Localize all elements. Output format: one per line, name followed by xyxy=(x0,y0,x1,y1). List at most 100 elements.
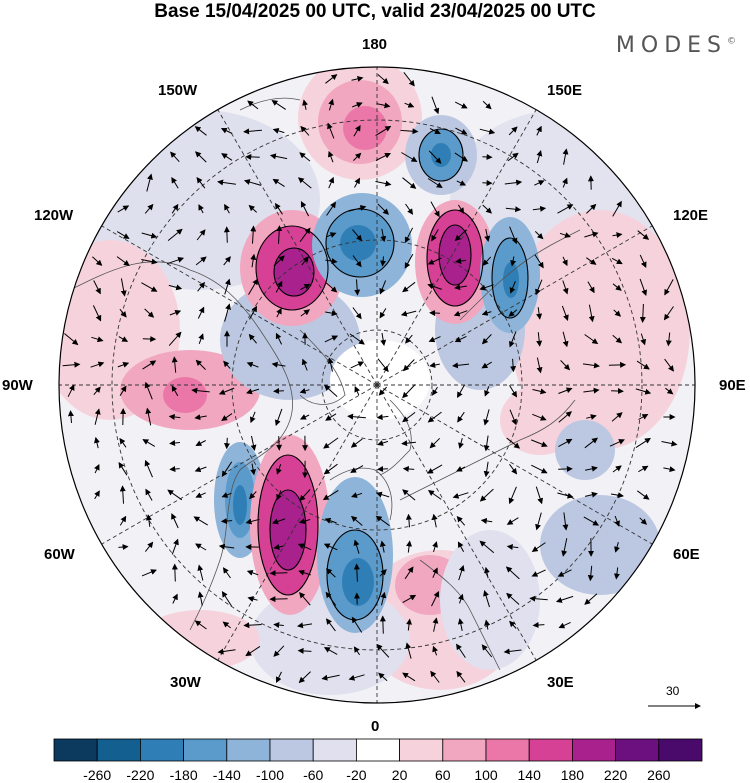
colorbar-tick-label: 140 xyxy=(518,767,542,783)
wind-vector xyxy=(639,254,647,269)
colorbar-tick-label: 20 xyxy=(392,767,408,783)
wind-vector xyxy=(325,258,338,265)
wind-vector xyxy=(275,280,283,293)
wind-vector xyxy=(483,566,490,579)
wind-vector xyxy=(402,672,416,682)
wind-vector xyxy=(274,202,283,215)
wind-vector xyxy=(532,205,547,212)
wind-vector xyxy=(427,411,442,423)
wind-vector xyxy=(405,642,412,659)
wind-vector xyxy=(145,541,154,552)
wind-vector xyxy=(299,489,311,502)
colorbar-swatch xyxy=(399,738,444,762)
wind-vector xyxy=(401,152,418,163)
wind-vector xyxy=(324,335,339,343)
wind-vector xyxy=(352,102,363,108)
wind-vector xyxy=(402,281,416,293)
wind-vector xyxy=(534,231,544,240)
wind-vector xyxy=(479,488,494,502)
wind-vector xyxy=(269,153,288,160)
wind-vector xyxy=(298,671,311,684)
wind-vector xyxy=(274,408,283,427)
wind-vector xyxy=(92,305,102,322)
wind-vector xyxy=(562,280,569,295)
colorbar-tick-label: -140 xyxy=(213,767,241,783)
wind-vector xyxy=(614,515,620,527)
wind-vector xyxy=(635,388,652,395)
wind-vector xyxy=(562,256,568,267)
wind-vector xyxy=(635,437,651,449)
wind-vector xyxy=(562,512,569,531)
wind-vector xyxy=(221,461,233,478)
wind-vector xyxy=(94,408,101,425)
wind-vector xyxy=(297,177,312,189)
wind-vector xyxy=(327,122,335,139)
wind-vector xyxy=(300,414,310,420)
wind-vector xyxy=(272,127,285,134)
wind-vector xyxy=(561,538,568,557)
wind-vector xyxy=(299,592,311,606)
wind-vectors xyxy=(62,71,678,684)
wind-vector xyxy=(119,485,126,504)
wind-vector xyxy=(350,438,363,448)
colorbar-swatch xyxy=(269,738,314,762)
wind-vector xyxy=(406,540,413,553)
wind-vector xyxy=(250,225,257,244)
colorbar-tick-label: 180 xyxy=(561,767,585,783)
wind-vector xyxy=(144,203,154,214)
wind-vector xyxy=(248,278,259,295)
wind-vector xyxy=(584,231,599,238)
wind-vector xyxy=(584,437,598,449)
wind-vector xyxy=(171,203,179,214)
wind-vector xyxy=(171,513,179,529)
wind-vector xyxy=(454,101,468,109)
wind-vector xyxy=(349,333,365,345)
wind-vector xyxy=(531,569,546,577)
wind-vector xyxy=(587,281,595,294)
wind-vector xyxy=(221,492,232,498)
wind-vector xyxy=(250,463,257,476)
wind-vector xyxy=(323,437,339,449)
wind-vector xyxy=(348,205,367,212)
wind-vector xyxy=(353,646,361,656)
wind-vector xyxy=(510,256,517,267)
wind-vector xyxy=(350,465,364,473)
wind-vector xyxy=(508,486,517,505)
wind-vector xyxy=(297,543,312,551)
wind-vector xyxy=(479,128,496,135)
meridian-label-90e: 90E xyxy=(719,377,746,394)
wind-vector xyxy=(94,436,100,449)
wind-vector xyxy=(195,440,206,446)
meridian-label-60e: 60E xyxy=(673,546,700,563)
wind-vector xyxy=(484,228,491,242)
map-boundary xyxy=(58,66,696,704)
wind-vector xyxy=(273,645,285,657)
wind-vector xyxy=(509,385,518,398)
wind-vector xyxy=(145,488,153,501)
wind-vector xyxy=(428,336,441,343)
wind-vector xyxy=(119,308,127,318)
wind-vector xyxy=(532,413,547,421)
wind-vector xyxy=(432,541,438,553)
wind-vector xyxy=(117,361,130,368)
wind-vector xyxy=(223,256,231,266)
wind-vector xyxy=(220,518,233,524)
wind-vector xyxy=(584,334,599,345)
wind-vector xyxy=(612,334,623,344)
wind-vector xyxy=(141,258,158,265)
wind-vector xyxy=(142,360,157,370)
wind-vector xyxy=(665,332,672,347)
wind-vector xyxy=(509,226,518,245)
colorbar-tick-label: 260 xyxy=(647,767,671,783)
wind-vector xyxy=(194,151,207,163)
wind-vector xyxy=(586,414,597,420)
wind-vector xyxy=(431,591,439,607)
meridian-label-150w: 150W xyxy=(158,82,198,99)
wind-vector xyxy=(558,438,573,448)
wind-vector xyxy=(609,439,625,447)
wind-vector xyxy=(505,206,522,213)
wind-vector xyxy=(375,180,392,187)
wind-vector xyxy=(301,256,309,266)
wind-vector xyxy=(273,388,284,394)
meridian-label-0: 0 xyxy=(371,718,380,735)
